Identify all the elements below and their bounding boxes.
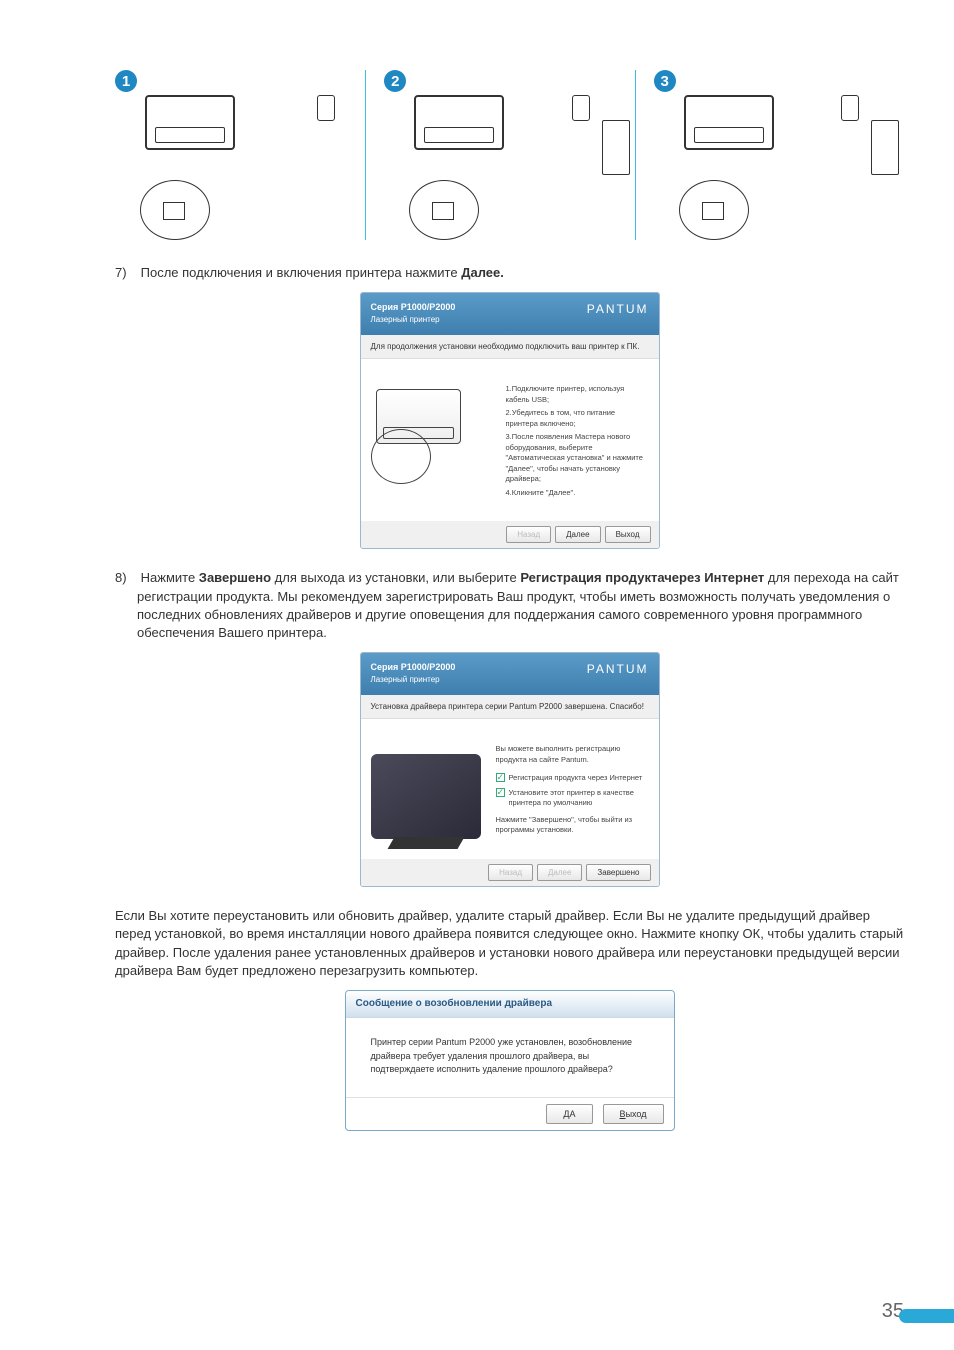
- installer-instructions: 1.Подключите принтер, используя кабель U…: [506, 384, 649, 501]
- installer-subtitle-2: Лазерный принтер: [371, 674, 456, 685]
- installer-header-2: Серия P1000/P2000 Лазерный принтер PANTU…: [361, 653, 659, 695]
- installer-footer: Назад Далее Выход: [361, 521, 659, 548]
- step-badge-1: 1: [115, 70, 137, 92]
- installer-subtitle: Лазерный принтер: [371, 314, 456, 325]
- dialog-footer: ДА Выход: [346, 1097, 674, 1131]
- installer-content: 1.Подключите принтер, используя кабель U…: [361, 359, 659, 521]
- check-icon: [496, 788, 505, 797]
- printer-diagram-3: [674, 90, 899, 240]
- back-button-2[interactable]: Назад: [488, 864, 533, 881]
- printer-illustration: [371, 384, 491, 484]
- next-button[interactable]: Далее: [555, 526, 600, 543]
- diagram-row: 1 2 3: [115, 70, 904, 240]
- installer-header: Серия P1000/P2000 Лазерный принтер PANTU…: [361, 293, 659, 335]
- step-8-text: 8) Нажмите Завершено для выхода из устан…: [137, 569, 904, 642]
- installer-footer-2: Назад Далее Завершено: [361, 859, 659, 886]
- back-button[interactable]: Назад: [506, 526, 551, 543]
- installer-screenshot-1: Серия P1000/P2000 Лазерный принтер PANTU…: [360, 292, 660, 549]
- diagram-step-2: 2: [384, 70, 635, 240]
- page-number: 35: [882, 1297, 904, 1325]
- reinstall-paragraph: Если Вы хотите переустановить или обнови…: [115, 907, 904, 980]
- dialog-title: Сообщение о возобновлении драйвера: [346, 991, 674, 1018]
- driver-update-dialog: Сообщение о возобновлении драйвера Принт…: [345, 990, 675, 1131]
- step-badge-3: 3: [654, 70, 676, 92]
- page-tab-icon: [899, 1309, 954, 1323]
- installer-content-2: Вы можете выполнить регистрацию продукта…: [361, 719, 659, 859]
- checkbox-register[interactable]: Регистрация продукта через Интернет: [496, 773, 649, 784]
- checkbox-default-printer[interactable]: Установите этот принтер в качестве принт…: [496, 788, 649, 809]
- brand-logo: PANTUM: [587, 301, 649, 325]
- yes-button[interactable]: ДА: [546, 1104, 592, 1125]
- installer-series-2: Серия P1000/P2000: [371, 661, 456, 674]
- done-button[interactable]: Завершено: [586, 864, 650, 881]
- check-icon: [496, 773, 505, 782]
- page: 1 2 3: [0, 0, 954, 1350]
- dialog-body: Принтер серии Pantum P2000 уже установле…: [346, 1018, 674, 1097]
- installer-series: Серия P1000/P2000: [371, 301, 456, 314]
- step-badge-2: 2: [384, 70, 406, 92]
- installer-screenshot-2: Серия P1000/P2000 Лазерный принтер PANTU…: [360, 652, 660, 887]
- printer-diagram-1: [135, 90, 360, 240]
- diagram-step-3: 3: [654, 70, 904, 240]
- exit-button[interactable]: Выход: [605, 526, 651, 543]
- diagram-step-1: 1: [115, 70, 366, 240]
- step-7-text: 7) После подключения и включения принтер…: [137, 264, 904, 282]
- brand-logo-2: PANTUM: [587, 661, 649, 685]
- next-button-2[interactable]: Далее: [537, 864, 582, 881]
- installer-message-bar: Для продолжения установки необходимо под…: [361, 335, 659, 359]
- printer-diagram-2: [404, 90, 629, 240]
- installer-finish-text: Вы можете выполнить регистрацию продукта…: [496, 744, 649, 839]
- installer-message-bar-2: Установка драйвера принтера серии Pantum…: [361, 695, 659, 719]
- printer-photo: [371, 754, 481, 839]
- exit-button-dialog[interactable]: Выход: [603, 1104, 664, 1125]
